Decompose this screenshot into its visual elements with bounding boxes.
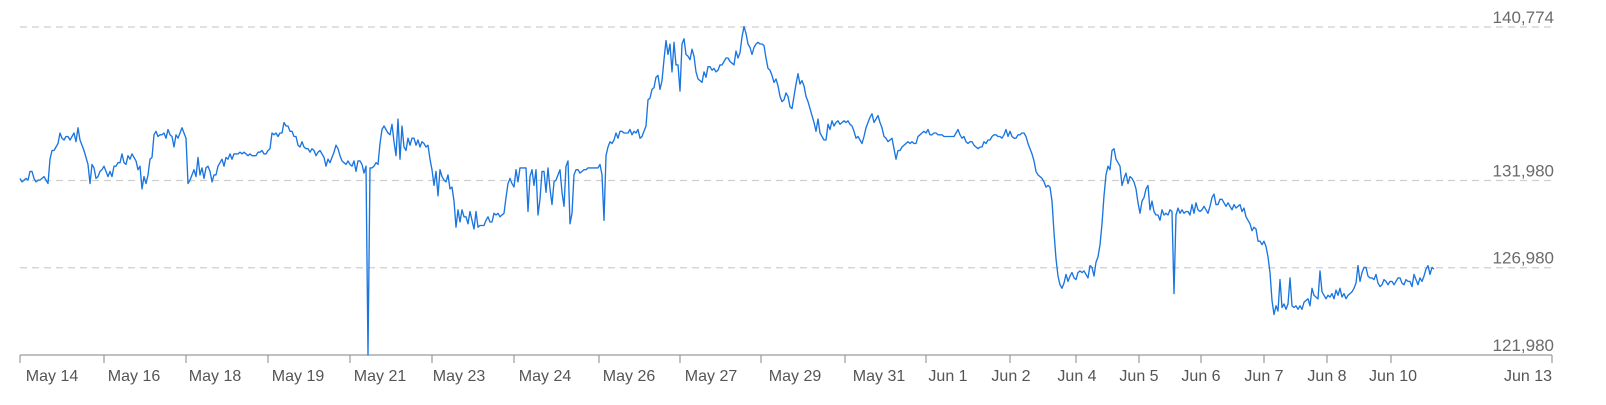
x-tick-label: May 27 — [685, 368, 738, 385]
x-tick-label: Jun 10 — [1369, 368, 1417, 385]
x-tick-label: May 14 — [26, 368, 79, 385]
x-tick-label: May 21 — [354, 368, 407, 385]
y-axis-labels: 121,980 126,980 131,980 140,774 — [1493, 8, 1554, 355]
x-tick-label: May 29 — [769, 368, 822, 385]
y-tick-label: 121,980 — [1493, 336, 1554, 355]
y-tick-label: 131,980 — [1493, 161, 1554, 180]
series-line — [19, 25, 1435, 356]
x-tick-label: Jun 8 — [1307, 368, 1346, 385]
x-tick-label: Jun 6 — [1181, 368, 1220, 385]
x-tick-label: May 16 — [108, 368, 161, 385]
y-tick-label: 140,774 — [1493, 8, 1554, 27]
x-tick-label: May 19 — [272, 368, 325, 385]
x-axis-labels: May 14 May 16 May 18 May 19 May 21 May 23 May … — [26, 368, 1552, 385]
x-tick-label: Jun 7 — [1244, 368, 1283, 385]
x-tick-label: May 26 — [603, 368, 656, 385]
x-tick-label: Jun 13 — [1504, 368, 1552, 385]
y-tick-label: 126,980 — [1493, 249, 1554, 268]
x-tick-label: Jun 1 — [928, 368, 967, 385]
x-tick-label: May 23 — [433, 368, 486, 385]
grid-lines — [20, 26, 1552, 269]
price-series — [19, 25, 1435, 356]
x-tick-label: Jun 2 — [991, 368, 1030, 385]
x-axis — [19, 354, 1553, 363]
x-tick-label: May 24 — [519, 368, 572, 385]
x-tick-label: May 31 — [853, 368, 906, 385]
x-tick-label: Jun 5 — [1119, 368, 1158, 385]
x-tick-label: May 18 — [189, 368, 242, 385]
x-tick-label: Jun 4 — [1057, 368, 1096, 385]
